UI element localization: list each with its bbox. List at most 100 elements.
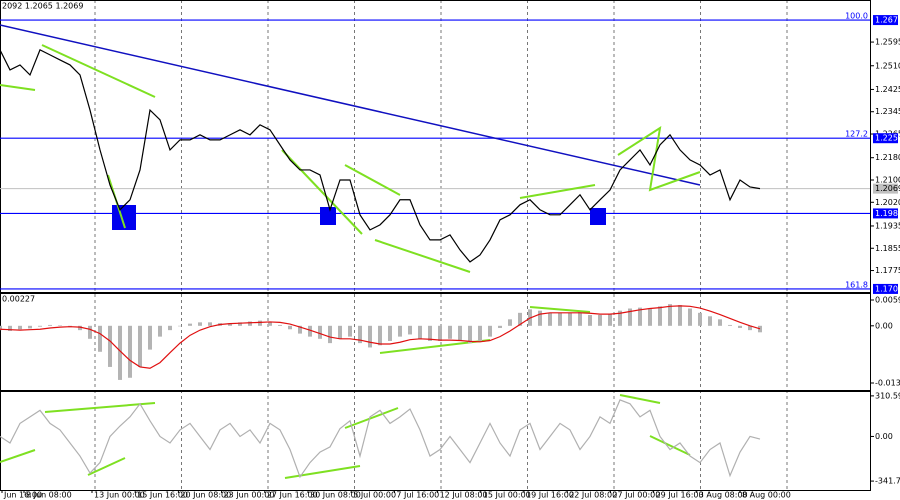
histogram-bar <box>178 325 182 327</box>
histogram-bar <box>388 325 392 341</box>
histogram-bar <box>418 325 422 339</box>
histogram-bar <box>0 325 2 331</box>
histogram-bar <box>548 312 552 326</box>
analysis-drawings <box>0 24 701 479</box>
level-label: 1.2250 <box>875 134 900 143</box>
histogram-bar <box>248 321 252 326</box>
x-tick-label: 29 Jul 16:00 <box>656 491 704 500</box>
signal-box <box>590 208 606 225</box>
y-tick-label: 1.2345 <box>875 107 900 116</box>
x-tick-label: 3 Aug 08:00 <box>699 491 748 500</box>
histogram-bar <box>158 325 162 337</box>
y-tick-label: 1.2510 <box>875 61 900 70</box>
histogram-bar <box>318 325 322 339</box>
histogram-bar <box>518 312 522 326</box>
histogram-bar <box>118 325 122 380</box>
y-tick-label: 0.00 <box>875 321 893 330</box>
y-tick-label: 1.1775 <box>875 266 900 275</box>
histogram-bar <box>538 310 542 326</box>
histogram-bar <box>228 323 232 326</box>
histogram-bar <box>208 322 212 326</box>
histogram-bar <box>198 322 202 326</box>
divergence-line <box>519 184 596 199</box>
histogram-bar <box>728 324 732 326</box>
histogram-bar <box>658 306 662 326</box>
divergence-line <box>0 84 36 91</box>
header: 2092 1.2065 1.2069 <box>2 2 83 11</box>
histogram-bar <box>238 322 242 326</box>
histogram-bar <box>358 325 362 344</box>
histogram-bar <box>98 325 102 352</box>
histogram-bar <box>448 325 452 339</box>
divergence-line <box>529 306 591 313</box>
panel-frame <box>0 0 871 293</box>
y-tick-label: -0.01321 <box>875 378 900 387</box>
histogram-bar <box>468 325 472 344</box>
histogram-bar <box>28 325 32 329</box>
histogram-bar <box>368 325 372 348</box>
x-tick-label: Jun 16:00 <box>3 491 42 500</box>
level-tag <box>873 208 898 219</box>
histogram-bar <box>648 308 652 326</box>
level-tag <box>873 15 898 26</box>
x-tick-label: 8 Aug 00:00 <box>742 491 791 500</box>
histogram-bar <box>168 325 172 331</box>
histogram-bar <box>408 325 412 335</box>
panel-frame <box>0 293 871 391</box>
histogram-bar <box>188 323 192 326</box>
histogram-bar <box>488 325 492 337</box>
y-tick-label: 1.2180 <box>875 153 900 162</box>
divergence-line <box>649 435 691 456</box>
histogram-bar <box>558 312 562 326</box>
histogram-bar <box>78 325 82 331</box>
histogram-bar <box>688 308 692 326</box>
histogram-bar <box>108 325 112 367</box>
series-line <box>0 49 761 263</box>
histogram-bar <box>338 325 342 339</box>
divergence-line <box>44 402 156 413</box>
histogram-bar <box>608 313 612 326</box>
fib-label: 100.0 <box>845 12 868 21</box>
x-tick-label: 8 Jun 08:00 <box>26 491 72 500</box>
x-tick-label: 20 Jun 08:00 <box>180 491 231 500</box>
y-tick-label: 1.2020 <box>875 198 900 207</box>
x-tick-label: 15 Jul 00:00 <box>483 491 531 500</box>
histogram-bar <box>148 325 152 350</box>
level-tag <box>873 133 898 144</box>
histogram-bar <box>458 325 462 341</box>
y-tick-label: 1.2425 <box>875 85 900 94</box>
histogram-bar <box>598 314 602 326</box>
histogram-bar <box>258 320 262 326</box>
last-price-label: 1.2069 <box>875 184 900 193</box>
histogram-bar <box>58 325 62 326</box>
histogram-bar <box>698 312 702 326</box>
histogram-bar <box>678 305 682 326</box>
histogram-bar <box>628 308 632 326</box>
histogram-bar <box>298 325 302 334</box>
histogram-bar <box>438 325 442 341</box>
signal-box <box>320 207 336 225</box>
x-tick-label: 15 Jun 16:00 <box>137 491 188 500</box>
divergence-line <box>344 407 399 429</box>
divergence-line <box>617 125 701 192</box>
histogram-bar <box>738 325 742 328</box>
histogram-bar <box>748 325 752 331</box>
histogram-bar <box>498 325 502 328</box>
fib-label: 127.2 <box>845 130 868 139</box>
histogram-bar <box>378 325 382 346</box>
level-label: 1.2674 <box>875 16 900 25</box>
divergence-line <box>0 449 36 463</box>
histogram-bar <box>478 325 482 341</box>
divergence-line <box>374 239 471 273</box>
indicator-caption: 0.00227 <box>2 295 35 304</box>
x-tick-label: 23 Jun 00:00 <box>224 491 275 500</box>
divergence-line <box>344 164 401 196</box>
x-tick-label: 19 Jul 16:00 <box>526 491 574 500</box>
level-tag <box>873 283 898 294</box>
histogram-bar <box>718 319 722 326</box>
y-tick-label: 1.2595 <box>875 38 900 47</box>
fib-label: 161.8 <box>845 280 868 289</box>
level-label: 1.1980 <box>875 209 900 218</box>
